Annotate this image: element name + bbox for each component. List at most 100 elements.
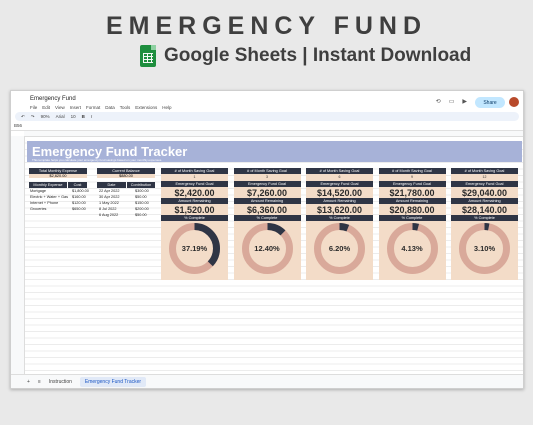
fund-goal-value: $29,040.00 xyxy=(461,188,508,198)
goal-card: # of Month Saving Goal 1 Emergency Fund Go… xyxy=(161,168,228,280)
total-expense-value: $2,620.00 xyxy=(29,174,87,178)
goal-card: # of Month Saving Goal 6 Emergency Fund Go… xyxy=(306,168,373,280)
amount-remaining-value: $1,520.00 xyxy=(174,205,215,215)
percent-complete-value: 12.40% xyxy=(254,244,280,253)
amount-remaining-label: Amount Remaining xyxy=(233,198,301,204)
progress-ring xyxy=(459,223,510,274)
fund-goal-value: $21,780.00 xyxy=(389,188,435,198)
fund-goal-label: Emergency Fund Goal xyxy=(451,181,518,187)
goal-card: # of Month Saving Goal 3 Emergency Fund Go… xyxy=(233,168,301,280)
italic-icon[interactable]: I xyxy=(90,114,93,119)
expense-name[interactable]: Electric + Water + Gas xyxy=(30,195,69,199)
percent-complete-label: % Complete xyxy=(378,215,446,221)
expense-cost[interactable]: $160.00 xyxy=(72,195,86,199)
amount-remaining-label: Amount Remaining xyxy=(378,198,446,204)
name-box[interactable]: B56 xyxy=(11,123,523,131)
menu-item[interactable]: Insert xyxy=(69,105,81,110)
months-goal-value: 9 xyxy=(411,175,413,179)
undo-icon[interactable]: ↶ xyxy=(21,113,25,119)
sheet-title: Emergency Fund Tracker xyxy=(32,144,188,159)
toolbar: ↶ ↷ 90% Arial 10 B I xyxy=(15,112,519,121)
percent-complete-label: % Complete xyxy=(233,215,301,221)
row-headers xyxy=(11,136,25,374)
fund-goal-value: $2,420.00 xyxy=(174,188,215,198)
sheets-window: Emergency Fund File Edit View Insert Format D… xyxy=(10,90,524,389)
fund-goal-label: Emergency Fund Goal xyxy=(306,181,373,187)
expense-cost[interactable]: $120.00 xyxy=(72,201,86,205)
months-goal-label: # of Month Saving Goal xyxy=(233,168,301,174)
progress-ring xyxy=(169,223,220,274)
zoom-select[interactable]: 90% xyxy=(40,114,50,119)
menu-item[interactable]: Help xyxy=(162,105,172,110)
menu-item[interactable]: Tools xyxy=(119,105,131,110)
percent-complete-value: 6.20% xyxy=(328,244,351,253)
months-goal-value: 12 xyxy=(482,175,487,179)
document-title[interactable]: Emergency Fund xyxy=(30,96,76,102)
font-select[interactable]: Arial xyxy=(55,114,65,119)
add-sheet-icon[interactable]: + xyxy=(27,378,30,385)
progress-ring xyxy=(241,223,293,274)
contribution-date[interactable]: 30 Apr 2022 xyxy=(99,195,120,199)
progress-ring-fill xyxy=(241,223,293,274)
amount-remaining-value: $13,620.00 xyxy=(316,205,363,215)
progress-ring xyxy=(314,223,365,274)
contribution-amount[interactable]: $50.00 xyxy=(135,195,147,199)
column-headers xyxy=(24,131,523,137)
share-button[interactable]: Share xyxy=(475,97,505,108)
sheet-tabs: + ≡ Instruction Emergency Fund Tracker xyxy=(11,374,523,388)
contribution-amount[interactable]: $200.00 xyxy=(135,207,149,211)
months-goal-value: 1 xyxy=(193,175,196,179)
hero-subtitle: Google Sheets | Instant Download xyxy=(164,45,472,66)
menu-item[interactable]: Format xyxy=(85,105,101,110)
menu-item[interactable]: Edit xyxy=(42,105,51,110)
goal-card: # of Month Saving Goal 12 Emergency Fund G… xyxy=(451,168,518,280)
avatar[interactable] xyxy=(509,97,519,107)
contribution-date[interactable]: 8 Jul 2022 xyxy=(99,207,117,211)
expense-name[interactable]: Groceries xyxy=(30,207,47,211)
percent-complete-label: % Complete xyxy=(306,215,373,221)
font-size-field[interactable]: 10 xyxy=(70,114,76,119)
current-balance-label: Current Balance xyxy=(97,168,155,174)
months-goal-value: 3 xyxy=(266,175,268,179)
percent-complete-value: 37.19% xyxy=(181,244,208,253)
contribution-amount[interactable]: $300.00 xyxy=(135,189,149,193)
contribution-amount[interactable]: $150.00 xyxy=(135,201,149,205)
percent-complete-value: 3.10% xyxy=(473,244,496,253)
tab-instruction[interactable]: Instruction xyxy=(48,378,72,385)
meet-icon[interactable]: ▶ xyxy=(462,99,467,105)
expense-header-name: Monthly Expense xyxy=(29,182,67,188)
menu-item[interactable]: File xyxy=(30,105,38,110)
contrib-header-amount: Contribution xyxy=(127,182,155,188)
bold-icon[interactable]: B xyxy=(81,114,85,119)
menu-item[interactable]: Extensions xyxy=(135,105,158,110)
history-icon[interactable]: ⟲ xyxy=(435,99,441,105)
months-goal-value: 6 xyxy=(338,175,341,179)
tab-emergency-fund-tracker[interactable]: Emergency Fund Tracker xyxy=(79,376,147,387)
menu-bar: File Edit View Insert Format Data Tools Extensi… xyxy=(30,105,172,110)
expense-name[interactable]: Mortgage xyxy=(30,189,47,193)
sheet-description: This template helps you calculate your e… xyxy=(32,158,163,162)
progress-ring-fill xyxy=(386,223,438,274)
expense-name[interactable]: Internet + Phone xyxy=(30,201,59,205)
hero-subtitle-row: Google Sheets | Instant Download xyxy=(140,43,471,69)
expense-header-cost: Cost xyxy=(68,182,87,188)
contrib-header-date: Date xyxy=(97,182,126,188)
title-band xyxy=(27,141,522,162)
progress-ring-fill xyxy=(314,223,365,274)
all-sheets-icon[interactable]: ≡ xyxy=(37,378,41,385)
comment-icon[interactable]: ▭ xyxy=(448,99,455,105)
contribution-date[interactable]: 22 Apr 2022 xyxy=(99,189,120,193)
menu-item[interactable]: Data xyxy=(105,105,115,110)
contribution-date[interactable]: 1 May 2022 xyxy=(99,201,119,205)
top-icons: ⟲ ▭ ▶ xyxy=(436,98,467,105)
expense-cost[interactable]: $1,800.00 xyxy=(72,189,89,193)
contribution-amount[interactable]: $50.00 xyxy=(135,213,147,217)
contribution-date[interactable]: 6 Aug 2022 xyxy=(99,213,119,217)
fund-goal-value: $7,260.00 xyxy=(246,188,288,198)
redo-icon[interactable]: ↷ xyxy=(30,113,35,119)
expense-cost[interactable]: $650.00 xyxy=(72,207,86,211)
percent-complete-label: % Complete xyxy=(161,215,228,221)
amount-remaining-value: $6,360.00 xyxy=(246,205,288,215)
menu-item[interactable]: View xyxy=(55,105,65,110)
